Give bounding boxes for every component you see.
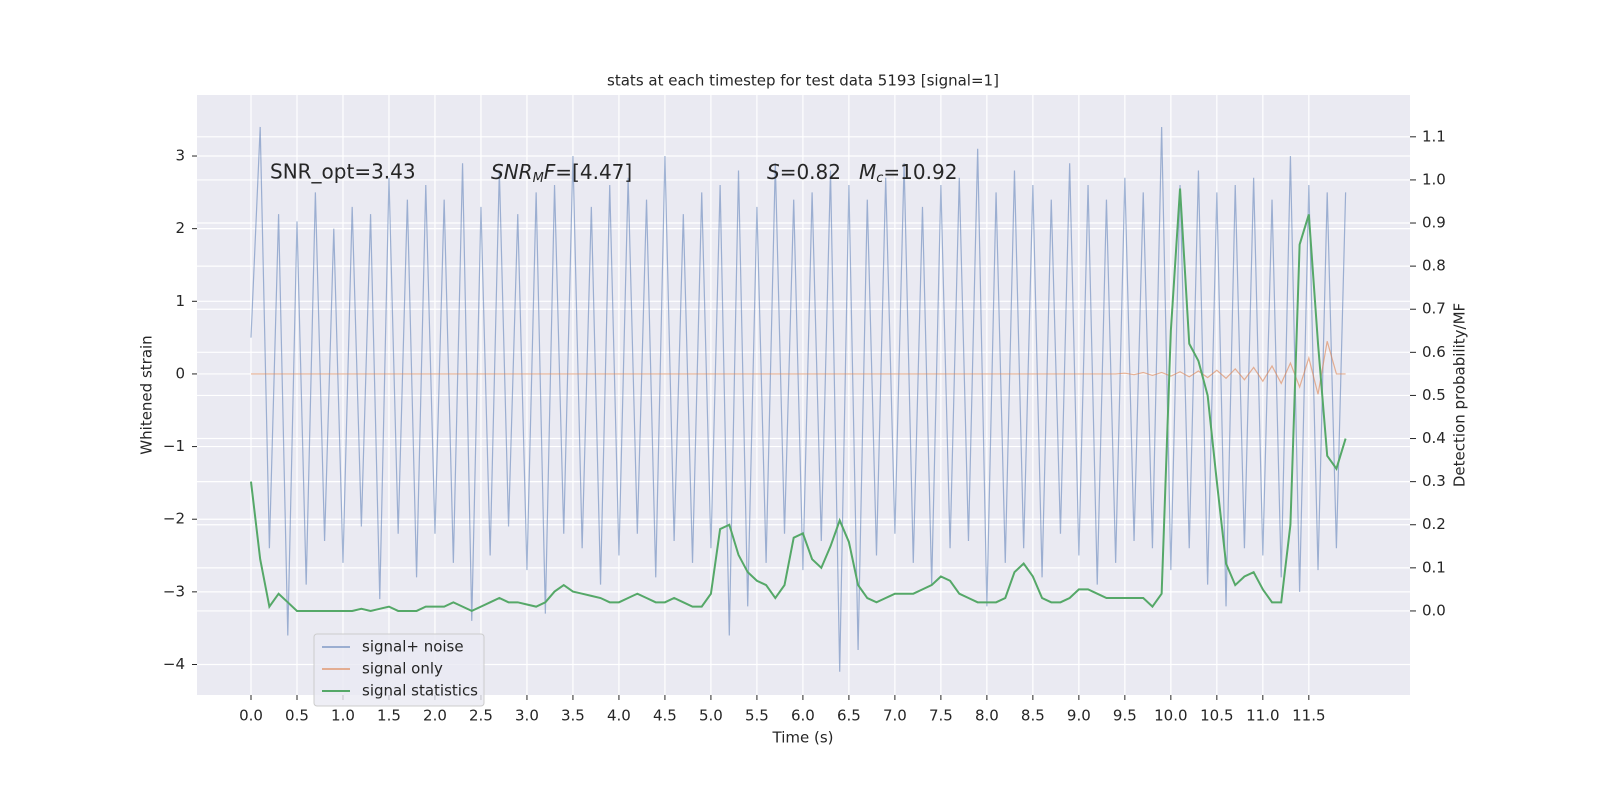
annotation-part: M [859, 160, 876, 184]
annotation-part: SNR [491, 160, 533, 184]
y2-tick-label: 0.0 [1422, 601, 1446, 619]
y2-tick-label: 0.2 [1422, 515, 1446, 533]
y2-tick-label: 0.3 [1422, 472, 1446, 490]
y-axis-label: Whitened strain [138, 335, 156, 454]
x-tick-label: 4.5 [653, 707, 677, 725]
x-tick-label: 10.0 [1154, 707, 1187, 725]
x-tick-label: 1.0 [331, 707, 355, 725]
y2-tick-label: 1.1 [1422, 127, 1446, 145]
x-tick-label: 11.0 [1246, 707, 1279, 725]
x-tick-label: 9.0 [1067, 707, 1091, 725]
legend: signal+ noise signal only signal statistic… [313, 633, 485, 707]
y-tick-label: −3 [163, 582, 185, 600]
x-tick-label: 5.5 [745, 707, 769, 725]
x-tick-label: 5.0 [699, 707, 723, 725]
x-tick-label: 1.5 [377, 707, 401, 725]
grid [192, 95, 1416, 700]
x-tick-label: 8.0 [975, 707, 999, 725]
chart-title: stats at each timestep for test data 519… [607, 72, 999, 90]
annotation-part: c [876, 171, 883, 186]
x-tick-label: 11.5 [1292, 707, 1325, 725]
legend-label: signal only [362, 660, 443, 678]
x-tick-label: 6.5 [837, 707, 861, 725]
y-tick-label: −4 [163, 655, 185, 673]
y-tick-label: 1 [175, 292, 185, 310]
y-tick-label: 0 [175, 364, 185, 382]
series-line [250, 126, 1347, 672]
annotation-part: F [544, 160, 556, 184]
x-axis-label: Time (s) [772, 729, 834, 747]
y2-tick-label: 0.4 [1422, 429, 1446, 447]
x-tick-label: 10.5 [1200, 707, 1233, 725]
x-tick-label: 8.5 [1021, 707, 1045, 725]
y-tick-label: 3 [175, 147, 185, 165]
y2-tick-label: 0.1 [1422, 558, 1446, 576]
x-tick-label: 2.0 [423, 707, 447, 725]
annotation: SNR_opt=3.43 [270, 160, 416, 184]
annotation: Mc=10.92 [859, 160, 957, 186]
x-tick-label: 7.5 [929, 707, 953, 725]
x-tick-label: 9.5 [1113, 707, 1137, 725]
annotation: S=0.82 [767, 160, 841, 184]
y2-tick-label: 1.0 [1422, 170, 1446, 188]
y2-tick-label: 0.8 [1422, 257, 1446, 275]
annotation-part: S [767, 160, 780, 184]
y2-tick-label: 0.7 [1422, 300, 1446, 318]
y2-tick-label: 0.5 [1422, 386, 1446, 404]
legend-label: signal+ noise [362, 638, 464, 656]
y-tick-label: 2 [175, 219, 185, 237]
y2-tick-label: 0.6 [1422, 343, 1446, 361]
x-tick-label: 4.0 [607, 707, 631, 725]
annotation-part: =10.92 [883, 160, 957, 184]
y2-axis-label: Detection probability/MF [1451, 303, 1469, 487]
series-line [250, 341, 1346, 395]
annotation-part: =0.82 [780, 160, 841, 184]
annotation-part: =[4.47] [555, 160, 632, 184]
series-line [249, 188, 1347, 613]
y-tick-label: −1 [163, 437, 185, 455]
x-tick-label: 0.5 [285, 707, 309, 725]
legend-box [313, 633, 485, 707]
x-tick-label: 6.0 [791, 707, 815, 725]
x-tick-label: 3.5 [561, 707, 585, 725]
annotation-part: M [533, 171, 544, 186]
x-tick-label: 7.0 [883, 707, 907, 725]
y-tick-label: −2 [163, 510, 185, 528]
y2-tick-label: 0.9 [1422, 214, 1446, 232]
x-tick-label: 0.0 [239, 707, 263, 725]
x-tick-label: 3.0 [515, 707, 539, 725]
legend-label: signal statistics [362, 682, 478, 700]
annotation: SNRMF=[4.47] [491, 160, 632, 186]
lines [249, 126, 1347, 672]
x-tick-label: 2.5 [469, 707, 493, 725]
